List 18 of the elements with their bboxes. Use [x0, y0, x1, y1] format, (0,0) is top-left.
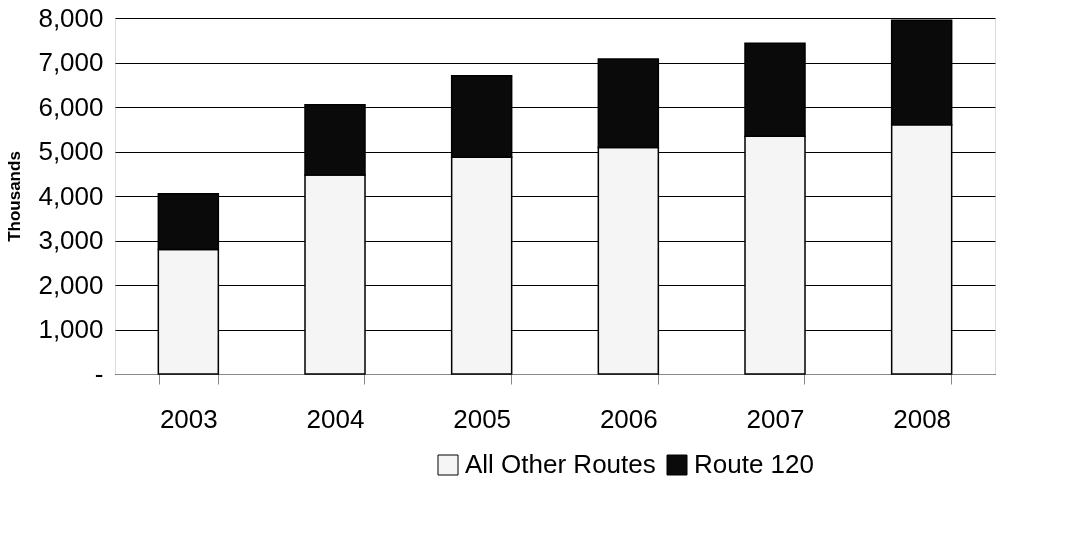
- y-axis-title: Thousands: [5, 151, 25, 242]
- x-tick-label: 2003: [159, 403, 218, 434]
- y-tick-label: 4,000: [38, 180, 104, 211]
- x-tick-label: 2005: [453, 403, 512, 434]
- x-tick-label: 2006: [599, 403, 658, 434]
- y-tick-label: 7,000: [38, 47, 104, 77]
- x-tick-label: 2008: [893, 403, 952, 434]
- x-tick-label: 2004: [306, 403, 365, 434]
- x-tick-label: 2007: [746, 403, 805, 434]
- y-tick-label: -: [94, 358, 104, 389]
- y-tick-label: 1,000: [38, 314, 104, 344]
- y-tick-label: 3,000: [38, 225, 104, 255]
- y-tick-label: 2,000: [38, 269, 104, 300]
- y-tick-label: 6,000: [38, 91, 104, 122]
- y-tick-label: 8,000: [38, 2, 104, 33]
- legend-label: Route 120: [694, 449, 814, 479]
- legend-label: All Other Routes: [465, 449, 656, 479]
- y-tick-label: 5,000: [38, 136, 104, 166]
